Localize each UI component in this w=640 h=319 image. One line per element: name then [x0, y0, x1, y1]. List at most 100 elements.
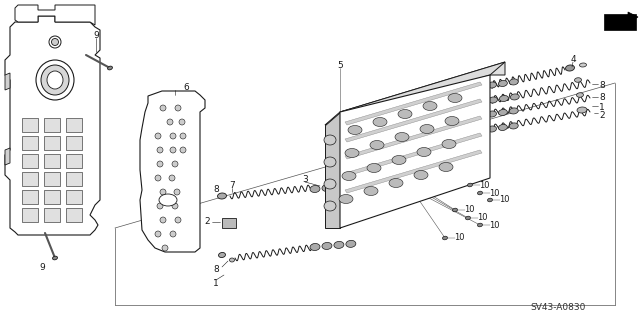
- Ellipse shape: [348, 125, 362, 135]
- Ellipse shape: [510, 94, 519, 100]
- Ellipse shape: [420, 124, 434, 133]
- Text: 1: 1: [213, 278, 219, 287]
- Ellipse shape: [509, 123, 518, 129]
- Bar: [222, 218, 236, 228]
- Ellipse shape: [509, 108, 518, 114]
- Ellipse shape: [160, 105, 166, 111]
- Ellipse shape: [467, 183, 472, 187]
- Ellipse shape: [346, 240, 356, 247]
- Text: 7: 7: [229, 182, 235, 190]
- Ellipse shape: [339, 195, 353, 204]
- Ellipse shape: [488, 111, 497, 117]
- Ellipse shape: [373, 117, 387, 127]
- Ellipse shape: [157, 161, 163, 167]
- Ellipse shape: [172, 161, 178, 167]
- Text: FR.: FR.: [614, 18, 630, 26]
- Text: 10: 10: [479, 181, 489, 189]
- Bar: [44, 136, 60, 150]
- Ellipse shape: [414, 170, 428, 180]
- Ellipse shape: [488, 82, 497, 88]
- Ellipse shape: [41, 65, 69, 95]
- Ellipse shape: [155, 133, 161, 139]
- Text: 9: 9: [93, 31, 99, 40]
- Bar: [66, 154, 82, 168]
- Ellipse shape: [160, 217, 166, 223]
- Bar: [66, 208, 82, 222]
- Ellipse shape: [577, 107, 587, 113]
- Bar: [604, 14, 636, 30]
- Text: 9: 9: [39, 263, 45, 272]
- Bar: [66, 118, 82, 132]
- Ellipse shape: [577, 93, 584, 97]
- Polygon shape: [345, 150, 482, 193]
- Polygon shape: [5, 73, 10, 90]
- Polygon shape: [140, 91, 205, 252]
- Text: 10: 10: [499, 196, 509, 204]
- Bar: [66, 190, 82, 204]
- Ellipse shape: [477, 191, 483, 195]
- Ellipse shape: [423, 101, 437, 110]
- Polygon shape: [345, 99, 482, 142]
- Ellipse shape: [51, 39, 58, 46]
- Polygon shape: [5, 16, 100, 235]
- Ellipse shape: [155, 175, 161, 181]
- Ellipse shape: [367, 164, 381, 173]
- Ellipse shape: [439, 162, 453, 172]
- Text: 5: 5: [337, 61, 343, 70]
- Text: 10: 10: [477, 213, 487, 222]
- Bar: [22, 118, 38, 132]
- Ellipse shape: [157, 147, 163, 153]
- Ellipse shape: [488, 126, 497, 132]
- Polygon shape: [325, 112, 340, 228]
- Ellipse shape: [334, 241, 344, 249]
- Ellipse shape: [499, 80, 508, 86]
- Text: 4: 4: [570, 56, 576, 64]
- Ellipse shape: [157, 203, 163, 209]
- Ellipse shape: [364, 187, 378, 196]
- Ellipse shape: [169, 175, 175, 181]
- Ellipse shape: [179, 119, 185, 125]
- Ellipse shape: [345, 149, 359, 158]
- Polygon shape: [325, 62, 505, 125]
- Bar: [22, 136, 38, 150]
- Polygon shape: [345, 82, 482, 125]
- Ellipse shape: [322, 184, 332, 191]
- Ellipse shape: [499, 95, 508, 101]
- Ellipse shape: [488, 198, 493, 202]
- Text: 10: 10: [464, 205, 474, 214]
- Ellipse shape: [334, 183, 344, 190]
- Text: 2: 2: [599, 110, 605, 120]
- Bar: [44, 118, 60, 132]
- Text: 1: 1: [599, 102, 605, 112]
- Bar: [22, 154, 38, 168]
- Text: 10: 10: [454, 234, 464, 242]
- Polygon shape: [15, 5, 95, 25]
- Ellipse shape: [342, 172, 356, 181]
- Ellipse shape: [346, 182, 356, 189]
- Text: 10: 10: [489, 220, 499, 229]
- Polygon shape: [628, 12, 638, 20]
- Bar: [22, 190, 38, 204]
- Ellipse shape: [162, 245, 168, 251]
- Ellipse shape: [452, 208, 458, 212]
- Text: 8: 8: [599, 80, 605, 90]
- Text: 8: 8: [213, 186, 219, 195]
- Ellipse shape: [170, 147, 176, 153]
- Ellipse shape: [324, 157, 336, 167]
- Text: 2: 2: [204, 218, 210, 226]
- Ellipse shape: [172, 203, 178, 209]
- Ellipse shape: [170, 231, 176, 237]
- Bar: [44, 154, 60, 168]
- Bar: [66, 172, 82, 186]
- Text: 3: 3: [302, 175, 308, 184]
- Ellipse shape: [108, 66, 113, 70]
- Ellipse shape: [465, 216, 470, 220]
- Ellipse shape: [175, 217, 181, 223]
- Bar: [44, 190, 60, 204]
- Ellipse shape: [324, 179, 336, 189]
- Ellipse shape: [52, 256, 58, 260]
- Polygon shape: [340, 75, 490, 228]
- Ellipse shape: [488, 97, 497, 103]
- Bar: [44, 172, 60, 186]
- Ellipse shape: [230, 258, 234, 262]
